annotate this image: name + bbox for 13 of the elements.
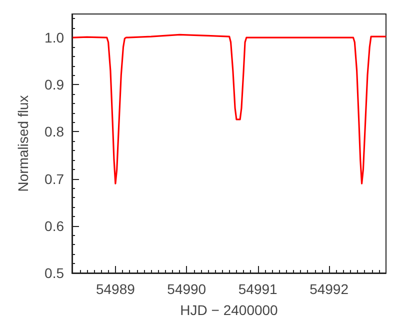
x-tick-label: 54990 <box>167 281 206 297</box>
x-axis-title: HJD − 2400000 <box>180 302 278 318</box>
y-tick-label: 0.7 <box>44 170 64 187</box>
y-tick-label: 0.8 <box>44 124 64 140</box>
x-tick-label: 54991 <box>238 281 278 297</box>
x-tick-label: 54989 <box>96 281 136 297</box>
x-tick-label: 54992 <box>310 281 349 297</box>
y-tick-label: 0.6 <box>44 218 64 234</box>
y-tick-label: 0.5 <box>44 265 64 281</box>
y-axis-title: Normalised flux <box>15 95 31 192</box>
y-tick-label: 1.0 <box>44 30 64 46</box>
y-tick-label: 0.9 <box>44 76 64 93</box>
line-series <box>72 34 387 184</box>
